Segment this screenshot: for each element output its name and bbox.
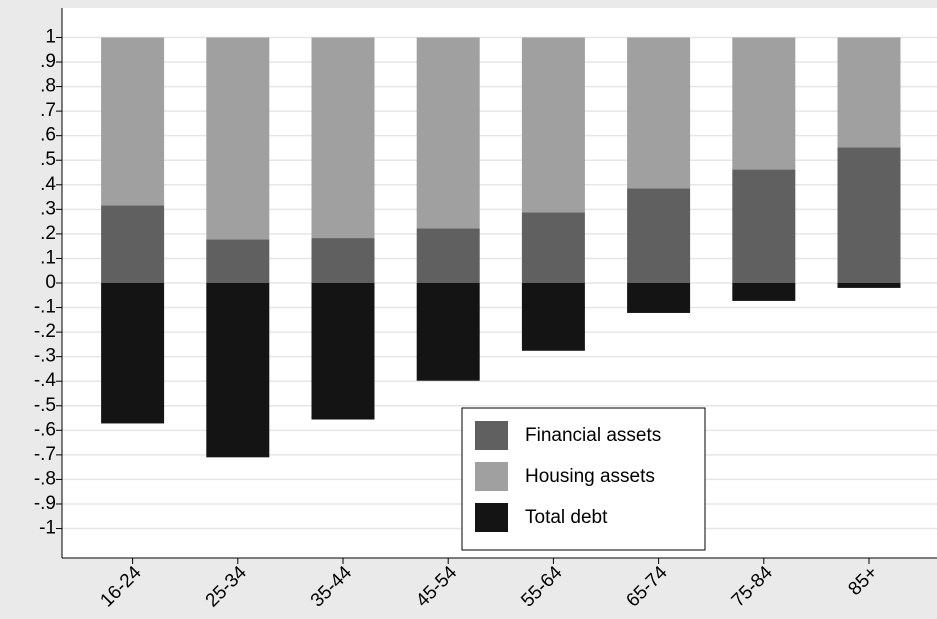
bar-segment [732,37,796,170]
y-tick-label: .1 [40,247,56,268]
bar-segment [206,239,270,283]
y-tick-label: .3 [40,198,56,219]
bar-segment [521,283,585,351]
bar-segment [311,37,375,239]
bar-segment [416,37,480,229]
bar-segment [732,169,796,283]
bar-segment [101,283,165,424]
legend-swatch [475,421,508,450]
x-tick-label: 35-44 [307,562,357,612]
bar-segment [521,37,585,213]
legend-swatch [475,462,508,491]
y-tick-label: -.7 [34,444,56,465]
bar-segment [206,37,270,240]
bar-segment [416,283,480,381]
y-tick-label: .7 [40,100,56,121]
x-tick-label: 65-74 [622,562,672,612]
x-tick-label: 55-64 [517,562,567,612]
bar-segment [101,205,165,283]
bar-segment [627,188,691,283]
legend-label: Financial assets [525,425,661,446]
y-tick-label: -.6 [34,419,56,440]
y-tick-label: .6 [40,125,56,146]
y-tick-label: -.4 [34,370,57,391]
x-tick-label: 75-84 [728,562,778,612]
bar-segment [521,212,585,283]
y-tick-label: -.3 [34,346,56,367]
x-tick-label: 45-54 [412,562,462,612]
x-tick-label: 85+ [844,562,882,600]
bar-segment [206,283,270,458]
x-tick-label: 25-34 [202,562,252,612]
y-tick-label: .9 [40,51,56,72]
bar-segment [416,228,480,283]
y-tick-label: -.2 [34,321,56,342]
y-tick-label: 1 [45,26,56,47]
y-tick-label: -.9 [34,493,56,514]
bar-segment [101,37,165,206]
y-tick-label: -.1 [34,297,56,318]
bar-segment [627,283,691,313]
legend: Financial assets Housing assets Total debt [461,407,706,551]
y-tick-label: -.5 [34,395,56,416]
x-tick-label: 16-24 [96,562,146,612]
bar-segment [627,37,691,189]
y-tick-label: .2 [40,223,56,244]
legend-label: Housing assets [525,466,655,487]
y-tick-label: .4 [40,174,56,195]
bar-segment [837,147,901,283]
bar-segment [732,283,796,301]
bar-segment [311,283,375,420]
bar-segment [837,283,901,288]
y-tick-label: 0 [45,272,56,293]
y-tick-label: .8 [40,76,56,97]
y-tick-label: -1 [39,518,56,539]
y-tick-label: -.8 [34,468,56,489]
legend-swatch [475,503,508,532]
bar-segment [837,37,901,148]
legend-label: Total debt [525,507,608,528]
y-tick-label: .5 [40,149,56,170]
bar-segment [311,238,375,283]
